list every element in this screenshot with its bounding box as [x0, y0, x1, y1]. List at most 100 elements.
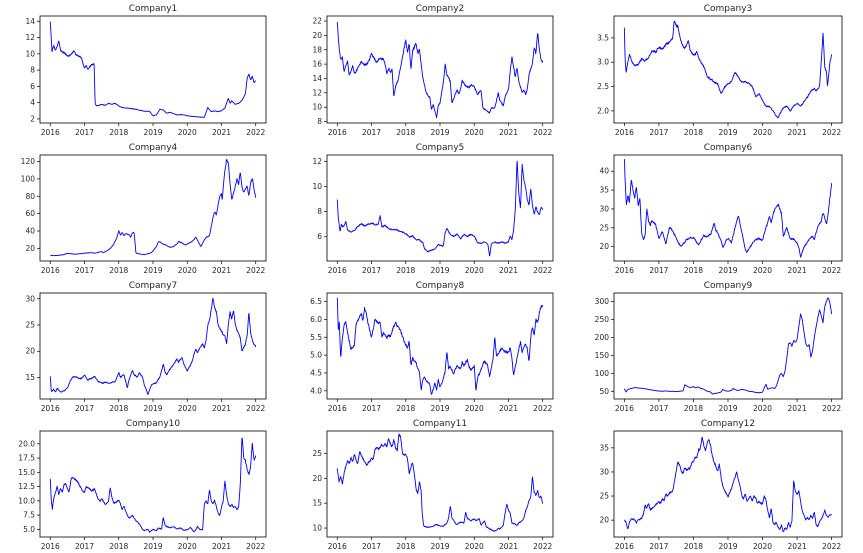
- x-tick-label: 2021: [788, 266, 807, 275]
- y-tick-label: 4.0: [310, 386, 322, 395]
- y-tick-label: 20: [312, 474, 322, 483]
- axes-box: [326, 154, 554, 262]
- subplot-company5: Company5 6 8 10 12 2016 2017 2018 2019 2020 2021 20…: [287, 139, 574, 277]
- y-tick-label: 30: [599, 467, 609, 476]
- y-tick-label: 10: [312, 524, 322, 533]
- axes-box: [613, 292, 843, 400]
- x-tick-label: 2019: [143, 404, 162, 413]
- x-tick-label: 2018: [684, 266, 703, 275]
- x-tick-label: 2016: [328, 266, 347, 275]
- x-tick-label: 2018: [396, 266, 415, 275]
- subplot-title: Company2: [416, 4, 465, 14]
- x-tick-label: 2016: [41, 266, 60, 275]
- x-tick-label: 2020: [465, 542, 484, 551]
- y-tick-label: 10: [312, 103, 322, 112]
- x-tick-label: 2020: [465, 266, 484, 275]
- axes-box: [326, 430, 554, 538]
- subplot-company3: Company3 2.0 2.5 3.0 3.5 2016 2017 2018 2019 2020…: [574, 0, 863, 139]
- x-tick-label: 2019: [718, 266, 737, 275]
- x-tick-label: 2017: [649, 128, 668, 137]
- x-tick-label: 2022: [246, 266, 265, 275]
- axes-box: [39, 15, 267, 124]
- y-tick-label: 60: [25, 209, 35, 218]
- subplot-title: Company1: [129, 4, 178, 14]
- x-tick-label: 2021: [499, 128, 518, 137]
- x-tick-label: 2022: [533, 404, 552, 413]
- subplot-title: Company5: [416, 143, 465, 153]
- x-tick-label: 2022: [822, 404, 841, 413]
- subplot-title: Company6: [704, 143, 753, 153]
- plot-canvas: Company11 10 15 20 25 2016 2017 2018 2019 2020 202…: [312, 419, 554, 551]
- y-tick-label: 100: [595, 369, 610, 378]
- price-line: [49, 297, 257, 395]
- x-tick-label: 2017: [649, 266, 668, 275]
- plot-canvas: Company1 2 4 6 8 10 12 14 2016 2017 2018 2019 2020 20…: [25, 4, 267, 137]
- x-tick-label: 2017: [649, 404, 668, 413]
- x-tick-label: 2017: [75, 128, 94, 137]
- price-line: [50, 159, 257, 257]
- subplot-title: Company10: [126, 419, 181, 429]
- price-line: [336, 22, 544, 119]
- y-tick-label: 8: [317, 207, 322, 216]
- x-tick-label: 2022: [822, 266, 841, 275]
- x-tick-label: 2019: [430, 266, 449, 275]
- y-tick-label: 10: [312, 182, 322, 191]
- plot-canvas: Company8 4.0 4.5 5.0 5.5 6.0 6.5 2016 2017 2018 20…: [310, 281, 554, 413]
- x-tick-label: 2018: [684, 128, 703, 137]
- x-tick-label: 2021: [499, 404, 518, 413]
- x-tick-label: 2020: [178, 128, 197, 137]
- x-tick-label: 2021: [212, 128, 231, 137]
- y-tick-label: 3.5: [597, 33, 609, 42]
- x-tick-label: 2019: [430, 128, 449, 137]
- x-tick-label: 2022: [533, 266, 552, 275]
- y-tick-label: 2: [30, 114, 35, 123]
- x-tick-label: 2021: [788, 128, 807, 137]
- y-tick-label: 20: [599, 516, 609, 525]
- x-tick-label: 2016: [328, 128, 347, 137]
- y-tick-label: 200: [595, 333, 610, 342]
- subplot-company1: Company1 2 4 6 8 10 12 14 2016 2017 2018 2019 2020 20…: [0, 0, 287, 139]
- plot-canvas: Company12 20 25 30 35 2016 2017 2018 2019 2020 202…: [599, 419, 843, 551]
- x-tick-label: 2017: [362, 542, 381, 551]
- subplot-title: Company7: [129, 281, 178, 291]
- x-tick-label: 2022: [822, 542, 841, 551]
- x-tick-label: 2017: [75, 404, 94, 413]
- x-tick-label: 2020: [753, 128, 772, 137]
- price-line: [623, 297, 833, 395]
- subplot-title: Company8: [416, 281, 465, 291]
- y-tick-label: 40: [25, 227, 35, 236]
- x-tick-label: 2021: [212, 266, 231, 275]
- axes-box: [326, 15, 554, 124]
- x-tick-label: 2016: [615, 266, 634, 275]
- y-tick-label: 50: [599, 387, 609, 396]
- x-tick-label: 2022: [246, 404, 265, 413]
- price-line: [336, 433, 544, 532]
- x-tick-label: 2020: [465, 404, 484, 413]
- y-tick-label: 10: [25, 49, 35, 58]
- subplot-title: Company9: [704, 281, 753, 291]
- x-tick-label: 2018: [396, 128, 415, 137]
- x-tick-label: 2016: [615, 542, 634, 551]
- y-tick-label: 25: [312, 449, 322, 458]
- y-tick-label: 25: [599, 223, 609, 232]
- x-tick-label: 2020: [178, 542, 197, 551]
- price-line: [336, 297, 544, 395]
- plot-canvas: Company5 6 8 10 12 2016 2017 2018 2019 2020 2021 20…: [312, 143, 554, 275]
- x-tick-label: 2021: [499, 266, 518, 275]
- plot-canvas: Company6 20 25 30 35 40 2016 2017 2018 2019 2020 20…: [599, 143, 843, 275]
- x-tick-label: 2016: [41, 404, 60, 413]
- y-tick-label: 6.0: [310, 315, 322, 324]
- plot-canvas: Company10 5.0 7.5 10.0 12.5 15.0 17.5 20.0 2016 2…: [18, 419, 267, 551]
- y-tick-label: 22: [312, 17, 322, 26]
- y-tick-label: 6.5: [310, 297, 322, 306]
- x-tick-label: 2019: [718, 128, 737, 137]
- x-tick-label: 2021: [499, 542, 518, 551]
- y-tick-label: 4: [30, 98, 35, 107]
- y-tick-label: 20: [25, 347, 35, 356]
- y-tick-label: 14: [312, 74, 322, 83]
- plot-canvas: Company7 15 20 25 30 2016 2017 2018 2019 2020 2021…: [25, 281, 267, 413]
- subplot-title: Company4: [129, 143, 178, 153]
- y-tick-label: 3.0: [597, 58, 609, 67]
- y-tick-label: 6: [30, 82, 35, 91]
- x-tick-label: 2018: [109, 266, 128, 275]
